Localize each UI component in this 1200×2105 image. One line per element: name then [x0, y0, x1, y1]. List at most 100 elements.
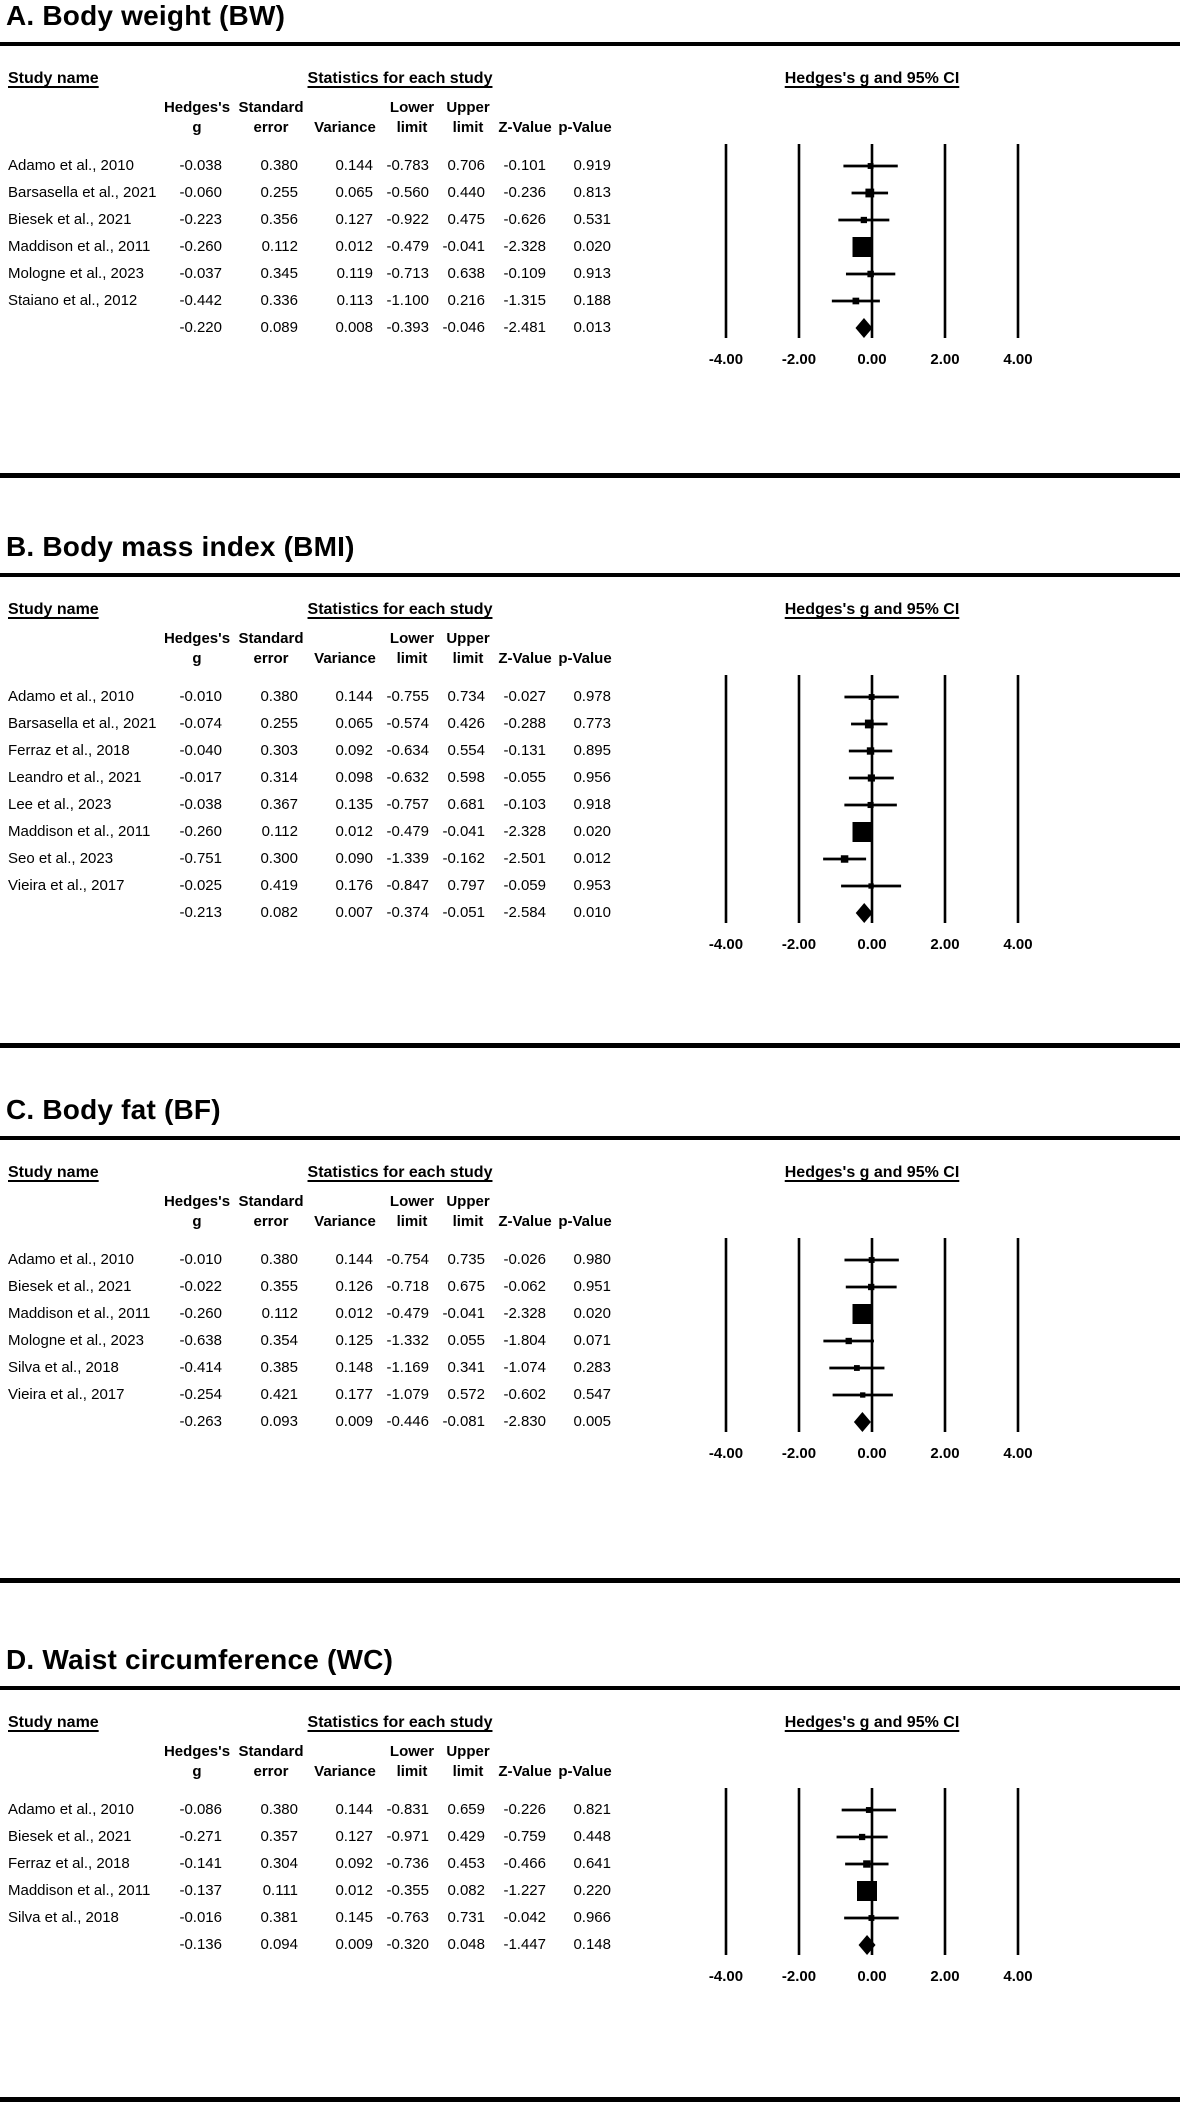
cell-variance: 0.127 — [335, 211, 373, 228]
cell-z: -0.027 — [503, 688, 546, 705]
effect-square — [868, 1915, 875, 1921]
cell-g: -0.414 — [179, 1359, 222, 1376]
cell-upper: 0.082 — [447, 1882, 485, 1899]
cell-p: 0.547 — [573, 1386, 611, 1403]
cell-z: -0.288 — [503, 715, 546, 732]
subheader-se-1: Standard — [238, 99, 304, 116]
cell-upper: 0.706 — [447, 157, 485, 174]
cell-p: 0.821 — [573, 1801, 611, 1818]
summary-cell-lower: -0.446 — [386, 1413, 429, 1430]
cell-lower: -0.831 — [386, 1801, 429, 1818]
effect-square — [867, 270, 874, 278]
cell-z: -2.328 — [503, 1305, 546, 1322]
axis-tick-label: -2.00 — [781, 1968, 817, 1985]
effect-square — [865, 188, 875, 198]
cell-se: 0.255 — [260, 184, 298, 201]
summary-diamond — [858, 1935, 876, 1955]
cell-lower: -0.783 — [386, 157, 429, 174]
axis-tick-label: -4.00 — [708, 1968, 744, 1985]
summary-cell-variance: 0.008 — [335, 319, 373, 336]
cell-p: 0.020 — [573, 823, 611, 840]
cell-upper: 0.216 — [447, 292, 485, 309]
forest-plot-B — [724, 675, 1020, 923]
subheader-lower-2: limit — [396, 119, 428, 136]
column-header-study-name: Study name — [8, 601, 99, 618]
cell-variance: 0.012 — [335, 1882, 373, 1899]
summary-cell-g: -0.220 — [179, 319, 222, 336]
cell-g: -0.223 — [179, 211, 222, 228]
cell-variance: 0.125 — [335, 1332, 373, 1349]
study-name: Barsasella et al., 2021 — [8, 715, 157, 732]
cell-lower: -1.079 — [386, 1386, 429, 1403]
effect-square — [840, 855, 849, 863]
cell-upper: -0.041 — [442, 823, 485, 840]
subheader-lower-2: limit — [396, 1213, 428, 1230]
cell-se: 0.385 — [260, 1359, 298, 1376]
study-name: Adamo et al., 2010 — [8, 1251, 134, 1268]
effect-square — [865, 1807, 872, 1813]
study-name: Ferraz et al., 2018 — [8, 1855, 130, 1872]
study-name: Staiano et al., 2012 — [8, 292, 138, 309]
axis-tick-label: -2.00 — [781, 1445, 817, 1462]
cell-z: -2.328 — [503, 238, 546, 255]
cell-se: 0.381 — [260, 1909, 298, 1926]
study-name: Vieira et al., 2017 — [8, 1386, 125, 1403]
cell-se: 0.380 — [260, 1801, 298, 1818]
subheader-lower-1: Lower — [389, 1193, 435, 1210]
cell-lower: -0.574 — [386, 715, 429, 732]
panel-title: A. Body weight (BW) — [6, 0, 286, 31]
cell-upper: -0.041 — [442, 1305, 485, 1322]
cell-upper: 0.440 — [447, 184, 485, 201]
effect-square — [867, 163, 874, 169]
cell-p: 0.966 — [573, 1909, 611, 1926]
cell-variance: 0.090 — [335, 850, 373, 867]
summary-cell-lower: -0.393 — [386, 319, 429, 336]
cell-g: -0.025 — [179, 877, 222, 894]
subheader-g-1: Hedges's — [163, 99, 231, 116]
summary-cell-z: -2.481 — [503, 319, 546, 336]
effect-square — [845, 1337, 852, 1345]
forest-plot-C — [724, 1238, 1020, 1432]
study-name: Maddison et al., 2011 — [8, 1882, 151, 1899]
subheader-lower-1: Lower — [389, 99, 435, 116]
cell-z: -0.226 — [503, 1801, 546, 1818]
cell-upper: -0.162 — [442, 850, 485, 867]
study-name: Maddison et al., 2011 — [8, 238, 151, 255]
axis-tick-label: 4.00 — [1003, 351, 1033, 368]
cell-upper: 0.659 — [447, 1801, 485, 1818]
study-name: Maddison et al., 2011 — [8, 1305, 151, 1322]
cell-variance: 0.144 — [335, 1251, 373, 1268]
cell-variance: 0.113 — [336, 292, 373, 309]
subheader-variance-2: Variance — [314, 650, 376, 667]
summary-cell-upper: -0.046 — [442, 319, 485, 336]
cell-p: 0.188 — [573, 292, 611, 309]
column-header-statistics: Statistics for each study — [307, 70, 493, 87]
effect-square — [853, 1365, 860, 1371]
cell-p: 0.220 — [573, 1882, 611, 1899]
cell-p: 0.978 — [573, 688, 611, 705]
cell-p: 0.913 — [573, 265, 611, 282]
cell-z: -0.131 — [503, 742, 546, 759]
subheader-variance-2: Variance — [314, 119, 376, 136]
axis-tick-label: 0.00 — [857, 351, 887, 368]
cell-variance: 0.012 — [335, 238, 373, 255]
subheader-g-2: g — [192, 1213, 202, 1230]
cell-lower: -0.479 — [386, 823, 429, 840]
axis-tick-label: 2.00 — [930, 351, 960, 368]
cell-p: 0.012 — [573, 850, 611, 867]
cell-z: -1.074 — [503, 1359, 546, 1376]
cell-upper: 0.572 — [447, 1386, 485, 1403]
cell-lower: -0.755 — [386, 688, 429, 705]
study-name: Silva et al., 2018 — [8, 1359, 119, 1376]
effect-square — [863, 1860, 871, 1868]
cell-g: -0.010 — [179, 688, 222, 705]
column-header-statistics: Statistics for each study — [307, 601, 493, 618]
subheader-lower-2: limit — [396, 650, 428, 667]
effect-square — [864, 719, 874, 729]
cell-upper: 0.675 — [447, 1278, 485, 1295]
cell-z: -1.804 — [503, 1332, 546, 1349]
cell-variance: 0.098 — [335, 769, 373, 786]
subheader-upper-2: limit — [452, 1213, 484, 1230]
cell-lower: -0.847 — [386, 877, 429, 894]
